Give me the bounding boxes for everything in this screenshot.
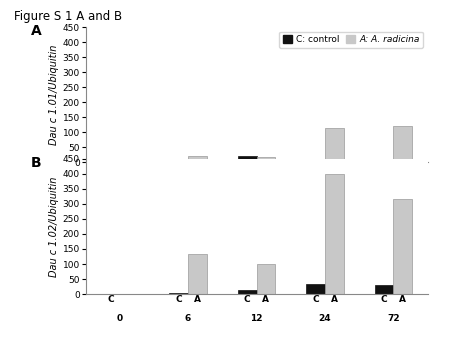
Text: A: A bbox=[31, 24, 41, 38]
Bar bbox=[238, 290, 256, 294]
Bar bbox=[393, 199, 412, 294]
Text: 72: 72 bbox=[387, 314, 400, 323]
Bar bbox=[306, 284, 325, 294]
Text: 6: 6 bbox=[185, 314, 191, 323]
Text: B: B bbox=[31, 156, 41, 170]
Text: Figure S 1 A and B: Figure S 1 A and B bbox=[14, 10, 122, 23]
Bar bbox=[238, 156, 256, 162]
Text: 24: 24 bbox=[319, 314, 331, 323]
Bar bbox=[256, 264, 275, 294]
Bar bbox=[256, 157, 275, 162]
Bar bbox=[375, 285, 393, 294]
Bar bbox=[325, 128, 343, 162]
Bar bbox=[188, 155, 207, 162]
Text: 0: 0 bbox=[117, 314, 123, 323]
Y-axis label: Dau c 1.01/Ubiquitin: Dau c 1.01/Ubiquitin bbox=[49, 45, 58, 145]
Legend: C: control, A: A. radicina: C: control, A: A. radicina bbox=[279, 31, 423, 48]
Y-axis label: Dau c 1.02/Ubiquitin: Dau c 1.02/Ubiquitin bbox=[49, 176, 58, 276]
Bar bbox=[188, 254, 207, 294]
Bar bbox=[325, 174, 343, 294]
Text: 12: 12 bbox=[250, 314, 263, 323]
Bar bbox=[375, 161, 393, 162]
Bar bbox=[393, 126, 412, 162]
Bar bbox=[170, 293, 188, 294]
